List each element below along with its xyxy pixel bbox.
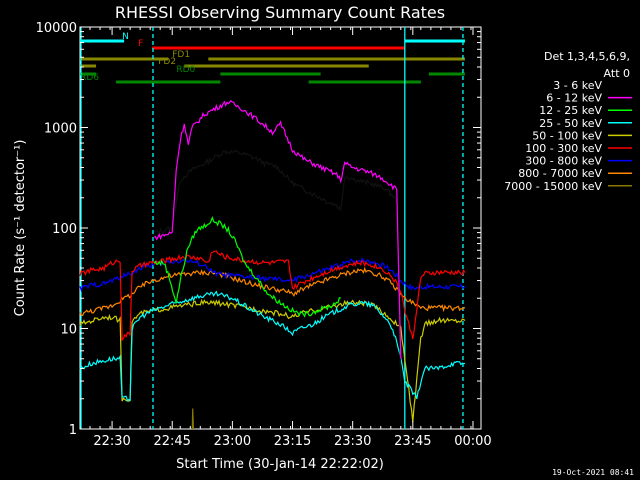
y-axis-label: Count Rate (s⁻¹ detector⁻¹) xyxy=(13,140,28,317)
legend-label: 300 - 800 keV xyxy=(525,155,602,168)
y-tick-label: 100 xyxy=(52,222,77,237)
x-tick-label: 23:30 xyxy=(334,434,371,449)
state-bar-label: F xyxy=(138,39,143,49)
legend-label: 50 - 100 keV xyxy=(532,129,602,142)
legend-label: 12 - 25 keV xyxy=(539,104,602,117)
y-axis: 1 10 100 1000 10000 xyxy=(36,21,481,438)
state-bar-label: RD6 xyxy=(80,73,99,83)
state-bar-label: N xyxy=(122,32,129,42)
series-line-1 xyxy=(153,99,402,359)
y-tick-label: 10 xyxy=(60,323,77,338)
legend-label: 7000 - 15000 keV xyxy=(504,180,602,193)
legend-label: 25 - 50 keV xyxy=(539,117,602,130)
legend-label: 800 - 7000 keV xyxy=(518,167,602,180)
y-tick-label: 10000 xyxy=(36,21,77,36)
attenuator-state: Att 0 xyxy=(603,67,630,80)
detector-list: Det 1,3,4,5,6,9, xyxy=(543,50,630,63)
x-tick-label: 22:45 xyxy=(153,434,190,449)
y-tick-label: 1000 xyxy=(44,122,77,137)
legend-label: 6 - 12 keV xyxy=(546,92,602,105)
state-bar-label: FD1 xyxy=(172,50,190,60)
state-bar-label: FD2 xyxy=(158,57,176,67)
series-line-0 xyxy=(153,149,402,382)
series-line-5 xyxy=(79,250,466,342)
legend-label: 100 - 300 keV xyxy=(525,142,602,155)
series-line-6 xyxy=(79,257,466,293)
x-tick-label: 23:15 xyxy=(274,434,311,449)
series-line-8 xyxy=(191,408,195,430)
legend-label: 3 - 6 keV xyxy=(553,79,602,92)
series-line-2 xyxy=(153,215,341,318)
x-axis-label: Start Time (30-Jan-14 22:22:02) xyxy=(176,457,384,472)
series-layer xyxy=(79,99,466,430)
x-axis: 22:30 22:45 23:00 23:15 23:30 23:45 00:00 xyxy=(79,27,492,449)
state-bar-label: RD0 xyxy=(176,65,195,75)
y-tick-label: 1 xyxy=(69,423,77,438)
chart-title: RHESSI Observing Summary Count Rates xyxy=(115,3,445,22)
x-tick-label: 23:00 xyxy=(214,434,251,449)
x-tick-label: 00:00 xyxy=(454,434,491,449)
footer-date: 19-Oct-2021 08:41 xyxy=(552,468,634,477)
x-tick-label: 23:45 xyxy=(394,434,431,449)
x-tick-label: 22:30 xyxy=(93,434,130,449)
